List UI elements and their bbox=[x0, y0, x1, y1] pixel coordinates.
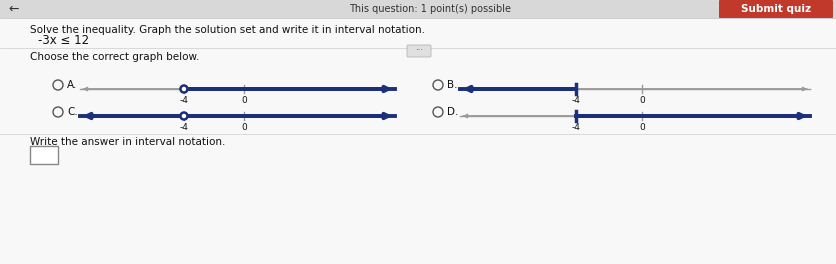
Text: C.: C. bbox=[67, 107, 78, 117]
Text: Write the answer in interval notation.: Write the answer in interval notation. bbox=[30, 137, 226, 147]
Circle shape bbox=[181, 112, 187, 120]
Text: -4: -4 bbox=[571, 123, 580, 132]
Bar bbox=[0, 0, 836, 18]
Text: Submit quiz: Submit quiz bbox=[741, 4, 811, 14]
Text: ···: ··· bbox=[415, 46, 423, 55]
Text: B.: B. bbox=[447, 80, 457, 90]
FancyBboxPatch shape bbox=[719, 0, 833, 18]
Text: Solve the inequality. Graph the solution set and write it in interval notation.: Solve the inequality. Graph the solution… bbox=[30, 25, 425, 35]
Text: Choose the correct graph below.: Choose the correct graph below. bbox=[30, 52, 199, 62]
Text: This question: 1 point(s) possible: This question: 1 point(s) possible bbox=[349, 4, 511, 14]
Text: -4: -4 bbox=[180, 123, 188, 132]
Circle shape bbox=[181, 86, 187, 92]
Text: D.: D. bbox=[447, 107, 458, 117]
Text: A.: A. bbox=[67, 80, 78, 90]
Text: -4: -4 bbox=[180, 96, 188, 105]
Text: ←: ← bbox=[8, 2, 18, 16]
Text: -3x ≤ 12: -3x ≤ 12 bbox=[38, 34, 89, 46]
Text: 0: 0 bbox=[241, 123, 247, 132]
Text: -4: -4 bbox=[571, 96, 580, 105]
Text: 0: 0 bbox=[640, 96, 645, 105]
Text: 0: 0 bbox=[241, 96, 247, 105]
Bar bbox=[30, 146, 58, 164]
FancyBboxPatch shape bbox=[407, 45, 431, 57]
Text: 0: 0 bbox=[640, 123, 645, 132]
